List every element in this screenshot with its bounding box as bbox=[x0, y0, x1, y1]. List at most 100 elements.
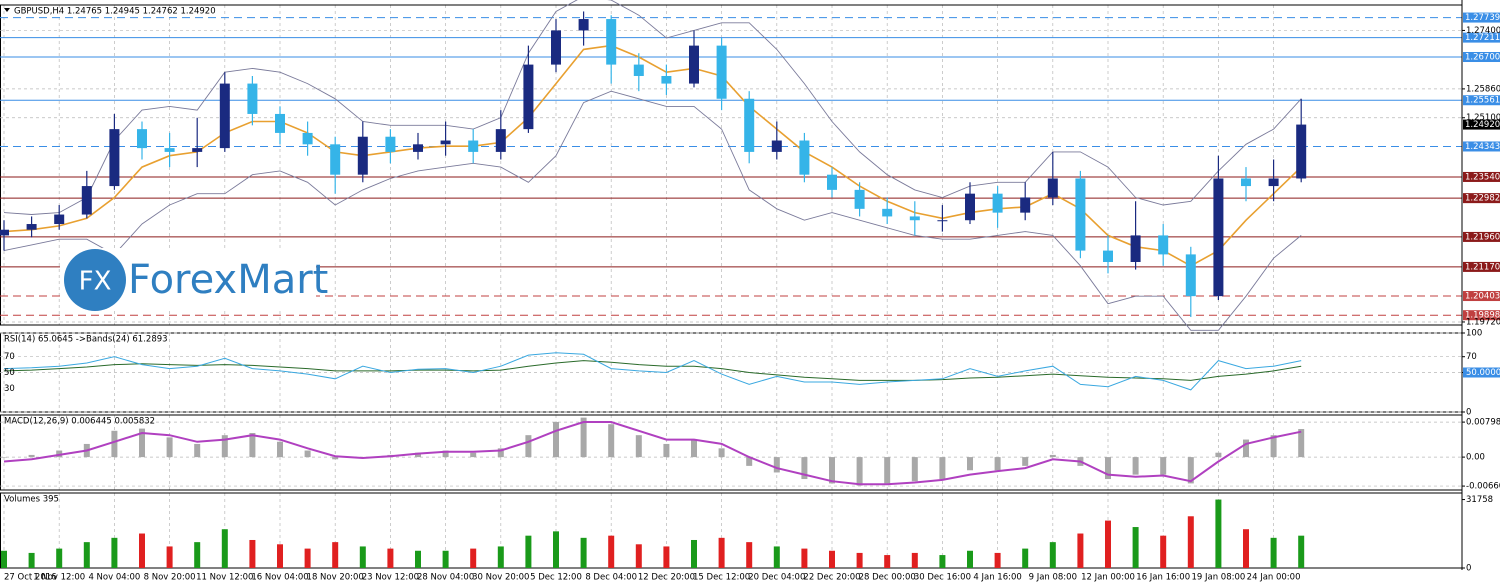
bar bbox=[1077, 533, 1084, 568]
bar bbox=[829, 550, 835, 568]
logo-text: ForexMart bbox=[128, 257, 328, 303]
candle-body bbox=[0, 229, 9, 236]
bar bbox=[1049, 454, 1056, 458]
bar bbox=[718, 448, 725, 458]
bar bbox=[249, 432, 256, 458]
bar bbox=[1132, 457, 1139, 475]
bar bbox=[1298, 535, 1305, 568]
bar bbox=[553, 422, 559, 458]
y-tick-label: 0.00 bbox=[1466, 453, 1485, 463]
logo-mark: FX bbox=[79, 267, 112, 297]
level-label-bg bbox=[1463, 310, 1500, 321]
candle-body bbox=[302, 132, 313, 145]
x-tick-label: 24 Jan 00:00 bbox=[1247, 573, 1301, 583]
pane-title: RSI(14) 65.0645 ->Bands(24) 61.2893 bbox=[4, 335, 168, 345]
x-tick-label: 28 Dec 00:00 bbox=[859, 573, 916, 583]
candle-body bbox=[192, 148, 203, 152]
candle-body bbox=[330, 144, 341, 175]
bar bbox=[829, 457, 835, 484]
bar bbox=[497, 546, 504, 568]
level-label: 1.26700 bbox=[1465, 53, 1500, 63]
candle-body bbox=[827, 174, 837, 190]
candle-body bbox=[551, 30, 561, 65]
bar bbox=[911, 552, 918, 568]
y-tick-label: 0 bbox=[1466, 408, 1471, 418]
x-tick-label: 23 Nov 12:00 bbox=[362, 573, 419, 583]
bar bbox=[221, 529, 228, 568]
candle-body bbox=[716, 45, 727, 99]
y-tick-label: 1.25100 bbox=[1466, 113, 1500, 123]
logo-badge bbox=[64, 249, 126, 311]
bar bbox=[1215, 452, 1222, 458]
bar bbox=[663, 546, 670, 568]
candle-body bbox=[771, 140, 782, 152]
candle-body bbox=[137, 129, 147, 149]
bar bbox=[580, 417, 587, 458]
candle-body bbox=[357, 136, 368, 175]
bar bbox=[194, 542, 201, 568]
signal-line bbox=[3, 421, 1302, 486]
bar bbox=[608, 424, 615, 458]
bar bbox=[28, 552, 35, 568]
x-tick-label: 27 Oct 2016 bbox=[4, 573, 57, 583]
bar bbox=[1215, 499, 1222, 568]
bar bbox=[856, 552, 863, 568]
bar bbox=[635, 544, 642, 568]
bar bbox=[1022, 457, 1029, 466]
candle-body bbox=[81, 186, 92, 215]
bar bbox=[1160, 457, 1167, 475]
bar bbox=[359, 546, 366, 568]
y-tick-label: 1.25860 bbox=[1466, 84, 1500, 94]
candle-body bbox=[744, 98, 755, 152]
bar bbox=[718, 537, 725, 568]
indicator-line bbox=[3, 360, 1302, 381]
bar bbox=[1160, 535, 1167, 568]
x-tick-label: 30 Nov 20:00 bbox=[472, 573, 529, 583]
bar bbox=[801, 548, 808, 568]
bar bbox=[553, 531, 559, 568]
candle-body bbox=[909, 216, 920, 221]
x-tick-label: 30 Dec 16:00 bbox=[914, 573, 971, 583]
level-label: 1.19898 bbox=[1465, 311, 1500, 321]
level-label-bg bbox=[1463, 261, 1500, 272]
symbol-arrow bbox=[4, 8, 10, 12]
x-tick-label: 15 Dec 12:00 bbox=[693, 573, 750, 583]
candle-body bbox=[1075, 178, 1086, 251]
level-label: 1.27211 bbox=[1465, 33, 1500, 43]
bar bbox=[277, 544, 283, 568]
level-label: 1.24343 bbox=[1465, 142, 1500, 152]
level-label-bg bbox=[1463, 231, 1500, 242]
bar bbox=[111, 430, 118, 458]
tick-label-bg bbox=[1463, 367, 1500, 378]
bar bbox=[773, 546, 780, 568]
y-tick-label: 1.19720 bbox=[1466, 317, 1500, 327]
y-tick-label: 50.0000 bbox=[1466, 368, 1500, 378]
x-tick-label: 16 Nov 04:00 bbox=[251, 573, 308, 583]
level-label: 1.21960 bbox=[1465, 232, 1500, 242]
bar bbox=[497, 448, 504, 458]
level-label: 1.23540 bbox=[1465, 172, 1500, 182]
x-tick-label: 12 Jan 00:00 bbox=[1081, 573, 1135, 583]
bar bbox=[56, 450, 63, 458]
bar bbox=[277, 441, 283, 458]
bar bbox=[1, 457, 7, 458]
level-label-bg bbox=[1463, 141, 1500, 152]
bar bbox=[939, 555, 946, 568]
bar bbox=[1243, 439, 1249, 458]
bar bbox=[166, 546, 173, 568]
candle-body bbox=[937, 220, 948, 222]
candle-body bbox=[1213, 178, 1224, 297]
candle-body bbox=[275, 113, 285, 133]
x-tick-label: 19 Jan 08:00 bbox=[1191, 573, 1245, 583]
candle-body bbox=[606, 19, 617, 65]
bar bbox=[28, 454, 35, 458]
level-label-bg bbox=[1463, 32, 1500, 43]
pane-title: Volumes 395 bbox=[4, 495, 59, 505]
bar bbox=[1049, 542, 1056, 568]
candle-body bbox=[578, 19, 589, 31]
candle-body bbox=[219, 83, 230, 149]
candle-body bbox=[523, 64, 534, 130]
level-label-bg bbox=[1463, 52, 1500, 63]
bar bbox=[139, 428, 145, 458]
candle-body bbox=[965, 193, 975, 221]
